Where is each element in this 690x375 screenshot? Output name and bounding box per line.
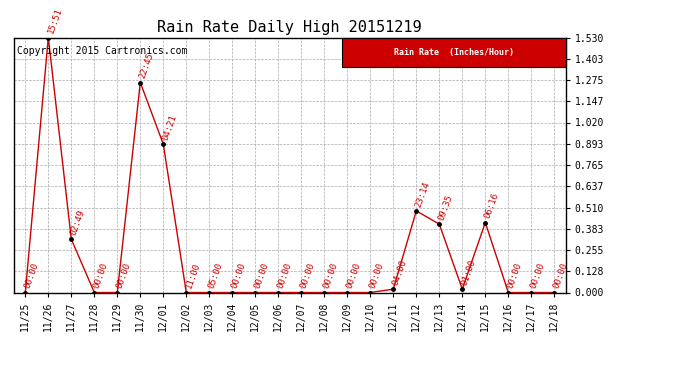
Text: 00:00: 00:00 [368, 262, 386, 290]
Text: 06:16: 06:16 [483, 192, 501, 220]
Text: 00:00: 00:00 [299, 262, 317, 290]
Text: 00:00: 00:00 [506, 262, 524, 290]
Text: Copyright 2015 Cartronics.com: Copyright 2015 Cartronics.com [17, 46, 187, 56]
Text: 04:00: 04:00 [391, 258, 408, 286]
Text: 00:00: 00:00 [92, 262, 110, 290]
Text: Rain Rate  (Inches/Hour): Rain Rate (Inches/Hour) [394, 48, 514, 57]
Text: 00:00: 00:00 [230, 262, 248, 290]
Text: 15:51: 15:51 [46, 7, 63, 35]
Text: 01:00: 01:00 [460, 258, 477, 286]
Text: 23:14: 23:14 [414, 180, 432, 209]
Text: 00:00: 00:00 [276, 262, 294, 290]
FancyBboxPatch shape [342, 38, 566, 67]
Text: 00:00: 00:00 [552, 262, 570, 290]
Text: 00:00: 00:00 [115, 262, 132, 290]
Text: 00:00: 00:00 [345, 262, 363, 290]
Text: 11:00: 11:00 [184, 262, 201, 290]
Text: 22:45: 22:45 [138, 52, 156, 80]
Text: 02:49: 02:49 [69, 209, 87, 237]
Title: Rain Rate Daily High 20151219: Rain Rate Daily High 20151219 [157, 20, 422, 35]
Text: 00:00: 00:00 [322, 262, 339, 290]
Text: 09:35: 09:35 [437, 194, 455, 222]
Text: 00:00: 00:00 [23, 262, 41, 290]
Text: 04:21: 04:21 [161, 113, 179, 142]
Text: 00:00: 00:00 [253, 262, 270, 290]
Text: 05:00: 05:00 [207, 262, 225, 290]
Text: 00:00: 00:00 [529, 262, 546, 290]
